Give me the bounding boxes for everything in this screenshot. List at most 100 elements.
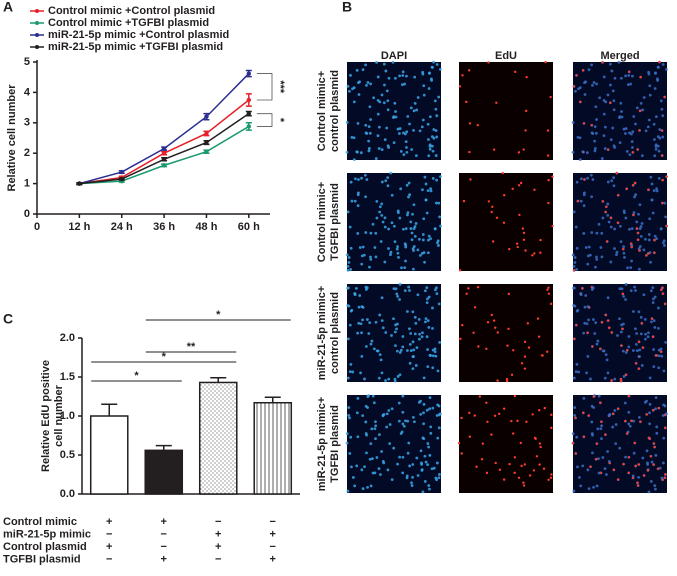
nucleus xyxy=(627,422,631,426)
nucleus xyxy=(620,115,624,119)
nucleus xyxy=(651,211,655,215)
nucleus xyxy=(374,231,378,235)
edu-cell xyxy=(492,148,496,151)
condition-label: TGFBI plasmid xyxy=(3,553,81,565)
nucleus xyxy=(661,461,665,465)
nucleus xyxy=(599,427,603,431)
nucleus xyxy=(437,201,441,205)
nucleus xyxy=(621,349,625,353)
nucleus xyxy=(347,304,351,308)
nucleus xyxy=(359,151,363,155)
nucleus xyxy=(620,287,624,291)
nucleus xyxy=(376,75,380,79)
nucleus xyxy=(632,211,636,215)
micrograph xyxy=(571,171,669,272)
nucleus xyxy=(648,217,652,221)
nucleus xyxy=(586,305,590,309)
edu-cell xyxy=(616,478,620,481)
nucleus xyxy=(641,456,645,460)
nucleus xyxy=(591,318,595,321)
nucleus xyxy=(402,424,406,428)
nucleus xyxy=(408,289,411,292)
nucleus xyxy=(346,84,350,88)
nucleus xyxy=(612,176,616,180)
nucleus xyxy=(435,63,439,66)
edu-cell xyxy=(652,463,655,466)
edu-cell xyxy=(496,379,499,382)
nucleus xyxy=(572,264,576,268)
point xyxy=(246,71,252,76)
edu-cell xyxy=(646,469,650,472)
nucleus xyxy=(618,446,622,450)
nucleus xyxy=(591,433,594,437)
condition-mark: − xyxy=(106,528,112,540)
point xyxy=(246,111,252,116)
nucleus xyxy=(350,465,353,469)
nucleus xyxy=(632,451,636,455)
nucleus xyxy=(573,261,577,264)
nucleus xyxy=(432,60,435,64)
nucleus xyxy=(349,267,353,271)
nucleus xyxy=(650,198,654,202)
nucleus xyxy=(433,347,437,351)
nucleus xyxy=(386,468,390,472)
nucleus xyxy=(663,244,666,247)
edu-cell xyxy=(462,199,466,203)
nucleus xyxy=(656,144,660,148)
edu-cell xyxy=(546,154,550,157)
nucleus xyxy=(602,75,606,79)
nucleus xyxy=(645,449,649,453)
edu-cell xyxy=(511,432,515,435)
nucleus xyxy=(381,326,385,330)
nucleus xyxy=(358,294,362,297)
legend-marker xyxy=(35,45,39,49)
nucleus xyxy=(578,86,582,90)
nucleus xyxy=(600,231,604,235)
edu-cell xyxy=(539,238,542,242)
edu-cell xyxy=(636,481,639,484)
point xyxy=(161,157,167,162)
nucleus xyxy=(380,148,384,152)
nucleus xyxy=(595,255,598,259)
edu-cell xyxy=(663,95,666,99)
nucleus xyxy=(609,83,612,87)
edu-cell xyxy=(461,323,464,327)
edu-cell xyxy=(469,178,472,181)
nucleus xyxy=(425,286,429,290)
nucleus xyxy=(412,348,416,352)
nucleus xyxy=(593,332,597,335)
nucleus xyxy=(613,146,617,149)
nucleus xyxy=(392,446,396,450)
nucleus xyxy=(664,215,667,219)
nucleus xyxy=(418,332,422,336)
nucleus xyxy=(377,467,381,470)
edu-cell xyxy=(513,456,517,459)
nucleus xyxy=(596,427,600,431)
nucleus xyxy=(394,110,397,113)
nucleus xyxy=(659,227,663,231)
nucleus xyxy=(574,89,577,93)
edu-cell xyxy=(647,188,650,191)
nucleus xyxy=(428,147,432,151)
nucleus xyxy=(399,348,403,352)
nucleus xyxy=(663,404,667,408)
nucleus xyxy=(624,455,627,459)
edu-cell xyxy=(543,406,546,410)
nucleus xyxy=(648,84,652,88)
nucleus xyxy=(622,245,625,249)
nucleus xyxy=(410,231,414,235)
nucleus xyxy=(390,407,394,411)
edu-cell xyxy=(661,286,664,289)
nucleus xyxy=(353,199,357,203)
nucleus xyxy=(622,127,626,131)
edu-cell xyxy=(502,478,506,481)
edu-cell xyxy=(544,60,547,64)
nucleus xyxy=(355,150,359,154)
nucleus xyxy=(419,449,423,453)
nucleus xyxy=(594,265,597,269)
nucleus xyxy=(583,93,587,96)
edu-cell xyxy=(636,484,640,487)
nucleus xyxy=(375,200,379,203)
nucleus xyxy=(375,61,378,64)
nucleus xyxy=(612,108,616,112)
